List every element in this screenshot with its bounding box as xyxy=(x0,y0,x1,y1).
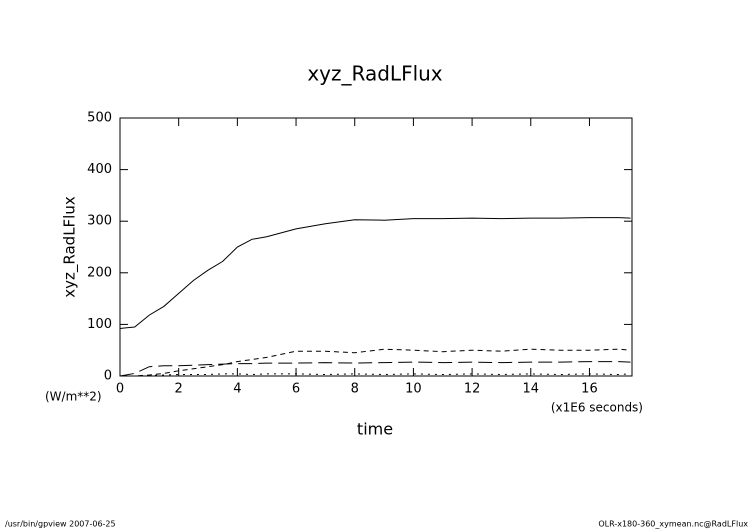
chart: xyz_RadLFlux xyz_RadLFlux time (W/m**2) … xyxy=(0,0,752,532)
y-units: (W/m**2) xyxy=(45,390,102,404)
series-line xyxy=(120,349,631,376)
x-tick-label: 6 xyxy=(292,382,300,397)
y-tick-label: 400 xyxy=(87,162,112,177)
plot-frame xyxy=(120,118,632,376)
x-tick-label: 4 xyxy=(233,382,241,397)
chart-title: xyz_RadLFlux xyxy=(307,62,442,86)
x-axis-label: time xyxy=(357,420,393,439)
x-tick-label: 12 xyxy=(464,382,481,397)
x-tick-label: 2 xyxy=(175,382,183,397)
y-tick-label: 0 xyxy=(104,369,112,384)
y-tick-label: 500 xyxy=(87,111,112,126)
x-units: (x1E6 seconds) xyxy=(551,401,643,415)
x-tick-label: 16 xyxy=(581,382,598,397)
y-tick-label: 300 xyxy=(87,214,112,229)
series-line xyxy=(120,218,631,329)
y-tick-label: 200 xyxy=(87,265,112,280)
y-tick-label: 100 xyxy=(87,317,112,332)
x-tick-label: 14 xyxy=(523,382,540,397)
page: xyz_RadLFlux xyz_RadLFlux time (W/m**2) … xyxy=(0,0,752,532)
footer-right: OLR-x180-360_xymean.nc@RadLFlux xyxy=(598,520,748,529)
series-line xyxy=(120,362,631,376)
y-axis-label: xyz_RadLFlux xyxy=(61,196,80,298)
x-tick-label: 10 xyxy=(405,382,422,397)
footer-left: /usr/bin/gpview 2007-06-25 xyxy=(5,520,116,529)
x-tick-label: 8 xyxy=(351,382,359,397)
x-tick-label: 0 xyxy=(116,382,124,397)
